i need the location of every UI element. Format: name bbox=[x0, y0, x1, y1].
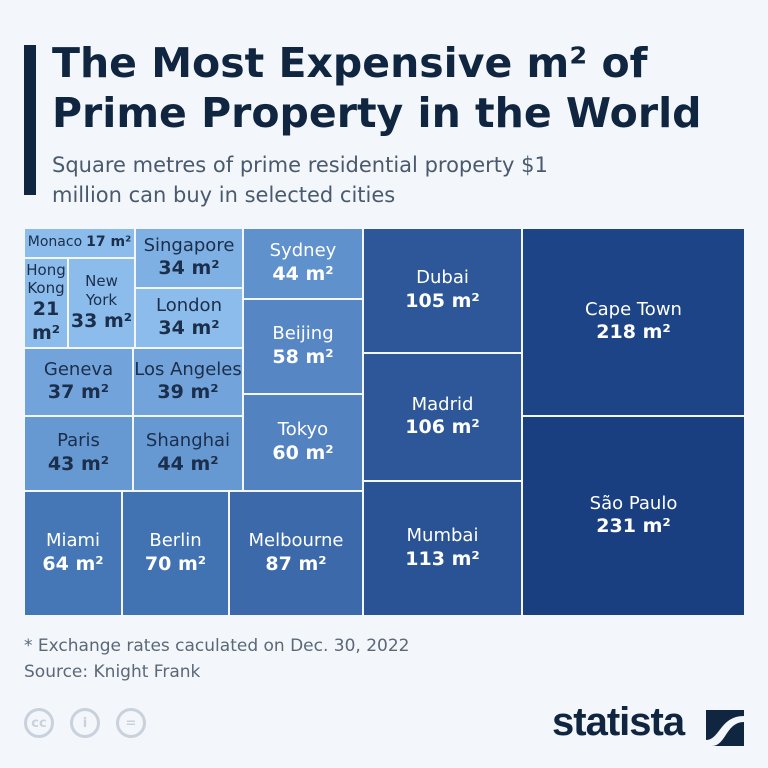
cell-label: London bbox=[156, 294, 222, 316]
cell-value: 34 m² bbox=[158, 317, 220, 340]
cell-label: Hong Kong bbox=[26, 260, 66, 298]
cell-label: Cape Town bbox=[585, 298, 682, 320]
cell-value: 58 m² bbox=[272, 345, 334, 368]
treemap-cell-geneva: Geneva 37 m² bbox=[24, 348, 133, 416]
cell-value: 33 m² bbox=[70, 309, 133, 332]
cell-label: Monaco bbox=[27, 234, 83, 251]
treemap-cell-beijing: Beijing 58 m² bbox=[243, 299, 363, 394]
statista-logo[interactable]: statista bbox=[552, 700, 685, 744]
cell-value: 70 m² bbox=[144, 552, 207, 575]
treemap-cell-melbourne: Melbourne 87 m² bbox=[229, 491, 363, 616]
treemap-cell-berlin: Berlin 70 m² bbox=[122, 491, 229, 616]
cell-value: 17 m² bbox=[86, 234, 132, 251]
treemap-cell-singapore: Singapore 34 m² bbox=[135, 228, 243, 288]
treemap-cell-tokyo: Tokyo 60 m² bbox=[243, 394, 363, 491]
cc-icon[interactable]: cc bbox=[24, 708, 54, 738]
cell-label: Madrid bbox=[411, 393, 474, 415]
cell-value: 44 m² bbox=[272, 262, 334, 285]
treemap-cell-monaco: Monaco 17 m² bbox=[24, 228, 135, 258]
cell-label: Los Angeles bbox=[134, 358, 242, 380]
treemap-cell-miami: Miami 64 m² bbox=[24, 491, 122, 616]
treemap-cell-los-angeles: Los Angeles 39 m² bbox=[133, 348, 243, 416]
cell-label: New York bbox=[85, 272, 118, 310]
cell-value: 43 m² bbox=[47, 452, 110, 475]
cell-value: 37 m² bbox=[47, 381, 110, 404]
title-accent-bar bbox=[24, 45, 36, 195]
cell-label: Singapore bbox=[143, 234, 235, 256]
footnote: * Exchange rates caculated on Dec. 30, 2… bbox=[24, 636, 410, 656]
chart-title: The Most Expensive m² of Prime Property … bbox=[52, 39, 702, 137]
cell-value: 218 m² bbox=[596, 321, 671, 344]
treemap-cell-paris: Paris 43 m² bbox=[24, 416, 133, 491]
cell-label: Geneva bbox=[43, 358, 114, 380]
treemap-cell-cape-town: Cape Town 218 m² bbox=[522, 228, 745, 416]
cell-label: Beijing bbox=[272, 323, 334, 345]
treemap-cell-hong-kong: Hong Kong 21 m² bbox=[24, 258, 68, 348]
chart-subtitle: Square metres of prime residential prope… bbox=[52, 153, 548, 207]
cell-value: 113 m² bbox=[405, 547, 480, 570]
cell-label: São Paulo bbox=[589, 492, 678, 514]
cell-value: 39 m² bbox=[157, 381, 219, 404]
cell-label: Tokyo bbox=[277, 419, 329, 441]
source: Source: Knight Frank bbox=[24, 662, 201, 682]
treemap-cell-shanghai: Shanghai 44 m² bbox=[133, 416, 243, 491]
cell-value: 106 m² bbox=[405, 416, 480, 439]
treemap-cell-sydney: Sydney 44 m² bbox=[243, 228, 363, 299]
treemap-cell-mumbai: Mumbai 113 m² bbox=[363, 481, 522, 616]
cell-label: Miami bbox=[45, 530, 101, 552]
treemap-cell-são-paulo: São Paulo 231 m² bbox=[522, 416, 745, 616]
treemap-cell-london: London 34 m² bbox=[135, 288, 243, 348]
cell-value: 60 m² bbox=[272, 441, 334, 464]
cell-label: Dubai bbox=[416, 267, 469, 289]
cell-value: 64 m² bbox=[42, 552, 104, 575]
treemap-cell-new-york: New York 33 m² bbox=[68, 258, 135, 348]
cell-label: Shanghai bbox=[145, 430, 231, 452]
treemap-cell-madrid: Madrid 106 m² bbox=[363, 353, 522, 481]
cell-label: Paris bbox=[57, 430, 100, 452]
cell-value: 34 m² bbox=[158, 257, 220, 280]
no-derivatives-icon[interactable]: = bbox=[116, 708, 146, 738]
cell-label: Mumbai bbox=[406, 525, 479, 547]
cell-label: Sydney bbox=[269, 240, 337, 262]
cell-value: 21 m² bbox=[31, 298, 61, 344]
cell-value: 44 m² bbox=[157, 452, 219, 475]
statista-logo-mark-icon bbox=[706, 710, 744, 746]
cell-value: 231 m² bbox=[596, 515, 671, 538]
treemap-cell-dubai: Dubai 105 m² bbox=[363, 228, 522, 353]
cell-value: 105 m² bbox=[405, 289, 480, 312]
cell-value: 87 m² bbox=[265, 552, 327, 575]
attribution-icon[interactable]: i bbox=[70, 708, 100, 738]
cell-label: Melbourne bbox=[248, 530, 344, 552]
cell-label: Berlin bbox=[149, 530, 202, 552]
